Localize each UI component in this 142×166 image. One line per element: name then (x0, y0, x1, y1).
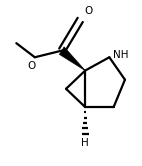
Text: NH: NH (113, 50, 128, 60)
Text: O: O (28, 61, 36, 71)
Text: H: H (81, 138, 89, 148)
Polygon shape (59, 47, 85, 71)
Text: O: O (84, 6, 93, 16)
